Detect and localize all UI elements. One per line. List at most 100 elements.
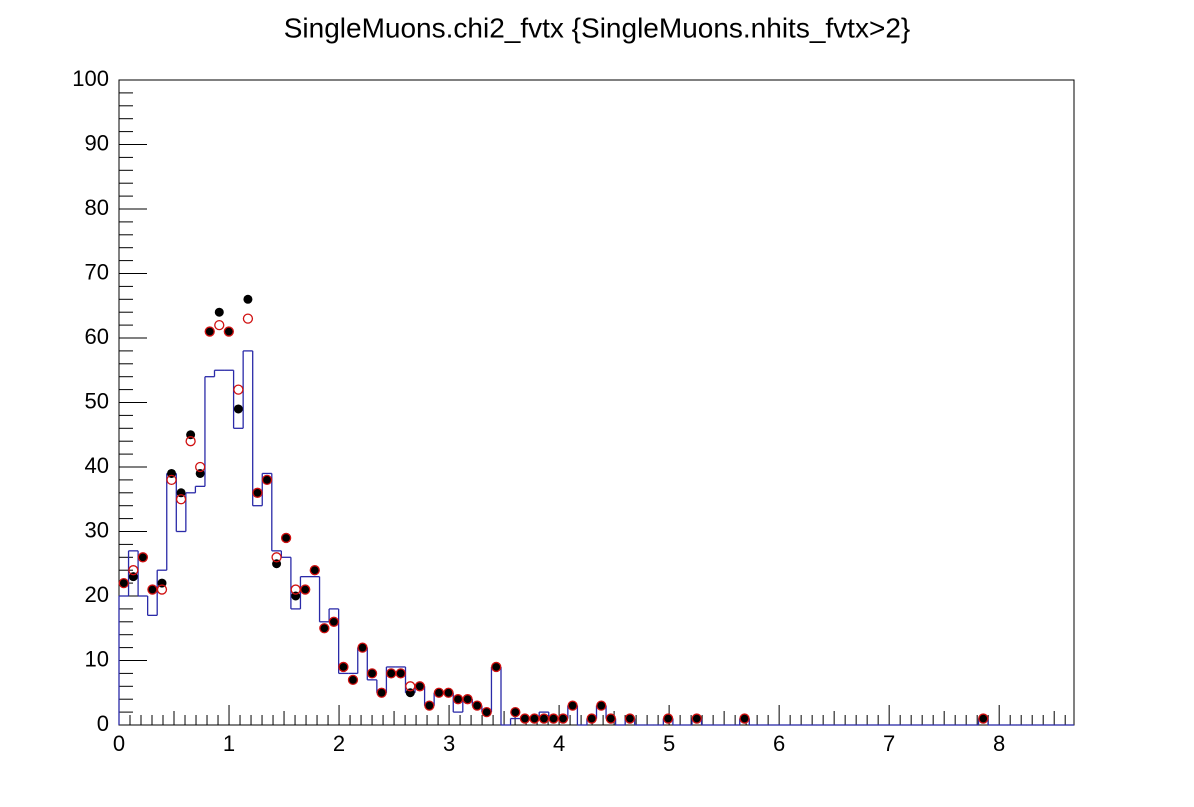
y-tick-label: 90 xyxy=(85,130,109,155)
data-point xyxy=(510,706,521,718)
data-point xyxy=(328,616,340,627)
data-point xyxy=(280,532,292,544)
data-point xyxy=(624,713,636,724)
y-tick-label: 100 xyxy=(72,66,109,91)
data-point xyxy=(175,494,187,505)
y-tick-label: 40 xyxy=(85,453,109,478)
data-point xyxy=(347,674,359,685)
x-tick-label: 7 xyxy=(883,731,895,756)
data-point xyxy=(491,662,501,672)
data-point xyxy=(309,565,320,576)
x-tick-label: 4 xyxy=(553,731,565,756)
data-point xyxy=(204,326,215,337)
data-point xyxy=(300,585,310,595)
data-point xyxy=(396,668,406,678)
data-point xyxy=(242,313,254,324)
data-point xyxy=(166,474,177,486)
data-point xyxy=(596,700,607,711)
data-point xyxy=(443,688,453,698)
data-point xyxy=(147,585,157,595)
data-point xyxy=(606,714,616,724)
data-point xyxy=(329,617,339,627)
data-point xyxy=(281,533,291,543)
y-tick-label: 30 xyxy=(85,517,109,542)
x-tick-label: 6 xyxy=(773,731,785,756)
data-point xyxy=(224,327,234,337)
y-tick-label: 70 xyxy=(85,259,109,284)
data-point xyxy=(138,552,148,562)
data-point xyxy=(520,714,530,724)
data-point xyxy=(214,307,224,317)
data-point xyxy=(271,552,282,563)
data-point xyxy=(338,661,349,673)
data-point xyxy=(119,578,129,588)
data-point xyxy=(358,643,368,653)
data-point xyxy=(376,687,387,698)
data-point xyxy=(137,552,149,563)
data-point xyxy=(233,404,243,414)
data-point xyxy=(539,714,549,724)
data-point xyxy=(558,714,568,724)
data-point xyxy=(310,565,320,575)
data-point xyxy=(300,584,311,595)
data-point xyxy=(587,714,597,724)
data-point xyxy=(185,436,196,447)
data-point xyxy=(386,668,396,678)
data-point xyxy=(739,713,750,724)
data-point xyxy=(214,319,225,331)
data-point xyxy=(434,688,444,698)
data-point xyxy=(691,713,702,724)
data-point xyxy=(128,565,139,576)
data-point xyxy=(625,714,635,724)
data-point xyxy=(663,714,673,724)
data-point xyxy=(549,714,559,724)
data-point xyxy=(568,701,578,711)
data-point xyxy=(414,681,425,692)
y-tick-label: 0 xyxy=(97,711,109,736)
data-point xyxy=(605,713,616,724)
y-tick-label: 80 xyxy=(85,195,109,220)
data-point xyxy=(462,694,473,705)
x-tick-label: 1 xyxy=(223,731,235,756)
data-point xyxy=(415,681,425,691)
data-point xyxy=(261,474,273,486)
data-point xyxy=(262,475,272,485)
data-point xyxy=(252,487,263,498)
x-tick-label: 8 xyxy=(993,731,1005,756)
data-point xyxy=(205,327,215,337)
data-point xyxy=(243,294,253,304)
data-point xyxy=(481,706,492,718)
x-tick-label: 2 xyxy=(333,731,345,756)
data-point xyxy=(118,577,129,589)
data-point xyxy=(596,701,606,711)
data-point xyxy=(443,687,454,698)
data-point xyxy=(367,668,377,678)
data-point xyxy=(692,714,702,724)
data-point xyxy=(424,701,434,711)
data-point xyxy=(567,700,578,711)
data-point xyxy=(377,688,387,698)
data-point xyxy=(978,713,989,724)
data-point xyxy=(662,713,674,724)
data-point xyxy=(357,642,368,653)
data-point xyxy=(510,707,520,717)
data-point xyxy=(319,623,330,634)
data-point xyxy=(978,714,988,724)
data-point xyxy=(529,714,539,724)
x-tick-label: 0 xyxy=(113,731,125,756)
data-point xyxy=(366,668,378,679)
data-point xyxy=(424,700,435,711)
data-point xyxy=(557,713,569,724)
y-tick-label: 20 xyxy=(85,582,109,607)
data-point xyxy=(471,700,483,711)
x-tick-label: 5 xyxy=(663,731,675,756)
data-point xyxy=(395,668,406,679)
y-tick-label: 10 xyxy=(85,646,109,671)
data-point xyxy=(252,488,262,498)
data-point xyxy=(491,661,502,673)
data-point xyxy=(740,714,750,724)
chart-title: SingleMuons.chi2_fvtx {SingleMuons.nhits… xyxy=(284,12,911,43)
data-point xyxy=(195,461,206,473)
